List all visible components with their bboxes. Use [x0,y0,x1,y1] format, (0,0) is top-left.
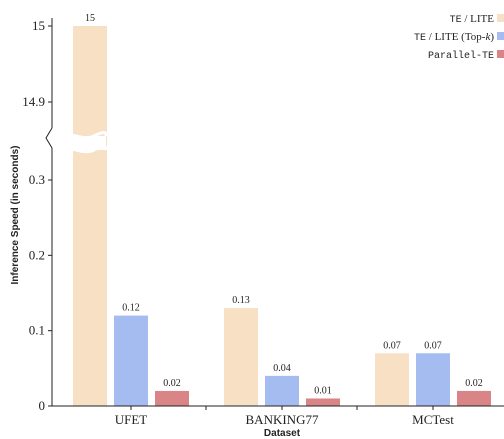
legend-label-2: TE / LITE (Top-k) [414,31,494,44]
bar-value-label: 0.07 [383,340,401,351]
bar-2-ufet [114,315,148,406]
y-axis-break-mark [45,127,53,149]
legend-swatch-3 [497,50,504,58]
bar-value-label: 0.12 [122,303,140,314]
labels-layer: 15 0.12 0.02 UFET 0.13 0.04 0.01 BANKING77 0.07 0… [85,13,483,427]
bar-value-label: 15 [85,13,95,24]
legend-swatch-1 [497,14,504,22]
bar-3-mctest [457,390,491,406]
y-tick-label: 0 [39,398,46,413]
y-tick-label: 0.2 [29,247,45,262]
bar-value-label: 0.07 [424,340,442,351]
bar-value-label: 0.04 [273,363,291,374]
y-axis-title: Inference Speed (in seconds) [10,146,21,285]
bar-value-label: 0.01 [314,385,332,396]
axis-break-wave [57,145,108,154]
axis-break-gap [60,136,106,150]
y-tick-label: 0.1 [29,323,45,338]
x-axis-title: Dataset [264,428,301,439]
legend-label-3: Parallel-TE [428,50,494,62]
legend: TE / LITE TE / LITE (Top-k) Parallel-TE [414,13,504,62]
bar-3-ufet [155,390,189,406]
category-label-ufet: UFET [115,412,148,427]
category-label-banking77: BANKING77 [246,412,319,427]
y-tick-label: 14.9 [22,94,45,109]
bar-value-label: 0.02 [465,378,483,389]
bar-2-mctest [416,353,450,406]
legend-swatch-2 [497,32,504,40]
bar-value-label: 0.13 [232,295,250,306]
bar-1-banking77 [224,308,258,406]
axis-layer: 0 0.1 0.2 0.3 14.9 15 [22,18,504,413]
bar-2-banking77 [265,375,299,406]
y-tick-label: 15 [32,18,45,33]
bar-1-ufet [73,26,107,406]
y-tick-label: 0.3 [29,172,45,187]
bars-layer [57,26,491,406]
legend-label-1: TE / LITE [450,13,495,26]
bar-value-label: 0.02 [163,378,181,389]
bar-1-mctest [375,353,409,406]
bar-3-banking77 [306,398,340,406]
axis-break-wave [57,131,108,140]
category-label-mctest: MCTest [412,412,454,427]
